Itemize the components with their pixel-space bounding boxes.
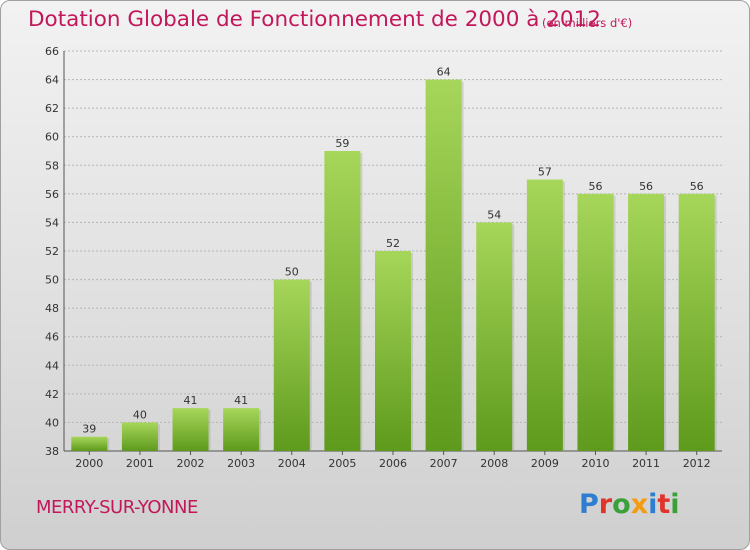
x-tick-label: 2011 bbox=[632, 457, 660, 470]
data-label: 64 bbox=[437, 66, 451, 79]
bar-2002[interactable] bbox=[172, 408, 209, 451]
data-label: 50 bbox=[285, 266, 299, 279]
y-tick-label: 56 bbox=[45, 188, 59, 201]
chart-subtitle: (en milliers d'€) bbox=[542, 16, 633, 30]
bar-2004[interactable] bbox=[273, 279, 310, 451]
y-tick-label: 50 bbox=[45, 274, 59, 287]
bar-2009[interactable] bbox=[526, 179, 563, 452]
bar-2012[interactable] bbox=[678, 193, 715, 451]
y-tick-label: 54 bbox=[45, 216, 59, 229]
y-tick-label: 42 bbox=[45, 388, 59, 401]
labels: 38 40 42 44 46 48 50 52 54 56 58 60 62 64 66 39 2000 40 20… bbox=[45, 45, 711, 470]
logo-letter: P bbox=[579, 489, 599, 520]
bars bbox=[71, 79, 717, 452]
y-tick-label: 62 bbox=[45, 102, 59, 115]
x-tick-label: 2002 bbox=[177, 457, 205, 470]
bar-2011[interactable] bbox=[628, 193, 665, 451]
logo-letter: i bbox=[670, 489, 680, 520]
data-label: 41 bbox=[184, 394, 198, 407]
commune-name: MERRY-SUR-YONNE bbox=[36, 497, 198, 518]
x-tick-label: 2008 bbox=[480, 457, 508, 470]
data-label: 56 bbox=[690, 180, 704, 193]
logo-letter: i bbox=[648, 489, 658, 520]
x-tick-label: 2009 bbox=[531, 457, 559, 470]
y-tick-label: 46 bbox=[45, 331, 59, 344]
data-label: 39 bbox=[82, 423, 96, 436]
data-label: 54 bbox=[487, 208, 501, 221]
bar-2005[interactable] bbox=[324, 151, 361, 451]
proxiti-logo[interactable]: Proxiti bbox=[579, 489, 680, 520]
logo-letter: t bbox=[657, 489, 671, 520]
logo-letter: x bbox=[630, 489, 649, 520]
data-label: 56 bbox=[588, 180, 602, 193]
logo-letter: o bbox=[612, 489, 631, 520]
bar-2001[interactable] bbox=[121, 422, 158, 451]
bar-2008[interactable] bbox=[476, 222, 513, 451]
y-tick-label: 64 bbox=[45, 74, 59, 87]
data-label: 59 bbox=[335, 137, 349, 150]
y-tick-label: 44 bbox=[45, 359, 59, 372]
data-label: 41 bbox=[234, 394, 248, 407]
bar-2010[interactable] bbox=[577, 193, 614, 451]
x-tick-label: 2010 bbox=[581, 457, 609, 470]
y-tick-label: 60 bbox=[45, 131, 59, 144]
y-tick-label: 52 bbox=[45, 245, 59, 258]
data-label: 56 bbox=[639, 180, 653, 193]
bar-2006[interactable] bbox=[375, 251, 411, 451]
x-tick-label: 2000 bbox=[75, 457, 103, 470]
y-tick-label: 38 bbox=[45, 445, 59, 458]
data-label: 40 bbox=[133, 408, 147, 421]
x-tick-label: 2012 bbox=[683, 457, 711, 470]
y-tick-label: 66 bbox=[45, 45, 59, 58]
y-tick-label: 58 bbox=[45, 159, 59, 172]
x-tick-label: 2003 bbox=[227, 457, 255, 470]
logo-letter: r bbox=[598, 489, 613, 520]
bar-2003[interactable] bbox=[223, 408, 260, 451]
chart-title: Dotation Globale de Fonctionnement de 20… bbox=[28, 7, 601, 32]
bar-2000[interactable] bbox=[71, 436, 108, 451]
data-label: 57 bbox=[538, 166, 552, 179]
x-tick-label: 2001 bbox=[126, 457, 154, 470]
y-tick-label: 48 bbox=[45, 302, 59, 315]
y-tick-label: 40 bbox=[45, 416, 59, 429]
x-tick-label: 2006 bbox=[379, 457, 407, 470]
bar-2007[interactable] bbox=[425, 79, 462, 452]
x-tick-label: 2005 bbox=[328, 457, 356, 470]
x-tick-label: 2007 bbox=[430, 457, 458, 470]
data-label: 52 bbox=[386, 237, 400, 250]
x-tick-label: 2004 bbox=[278, 457, 306, 470]
